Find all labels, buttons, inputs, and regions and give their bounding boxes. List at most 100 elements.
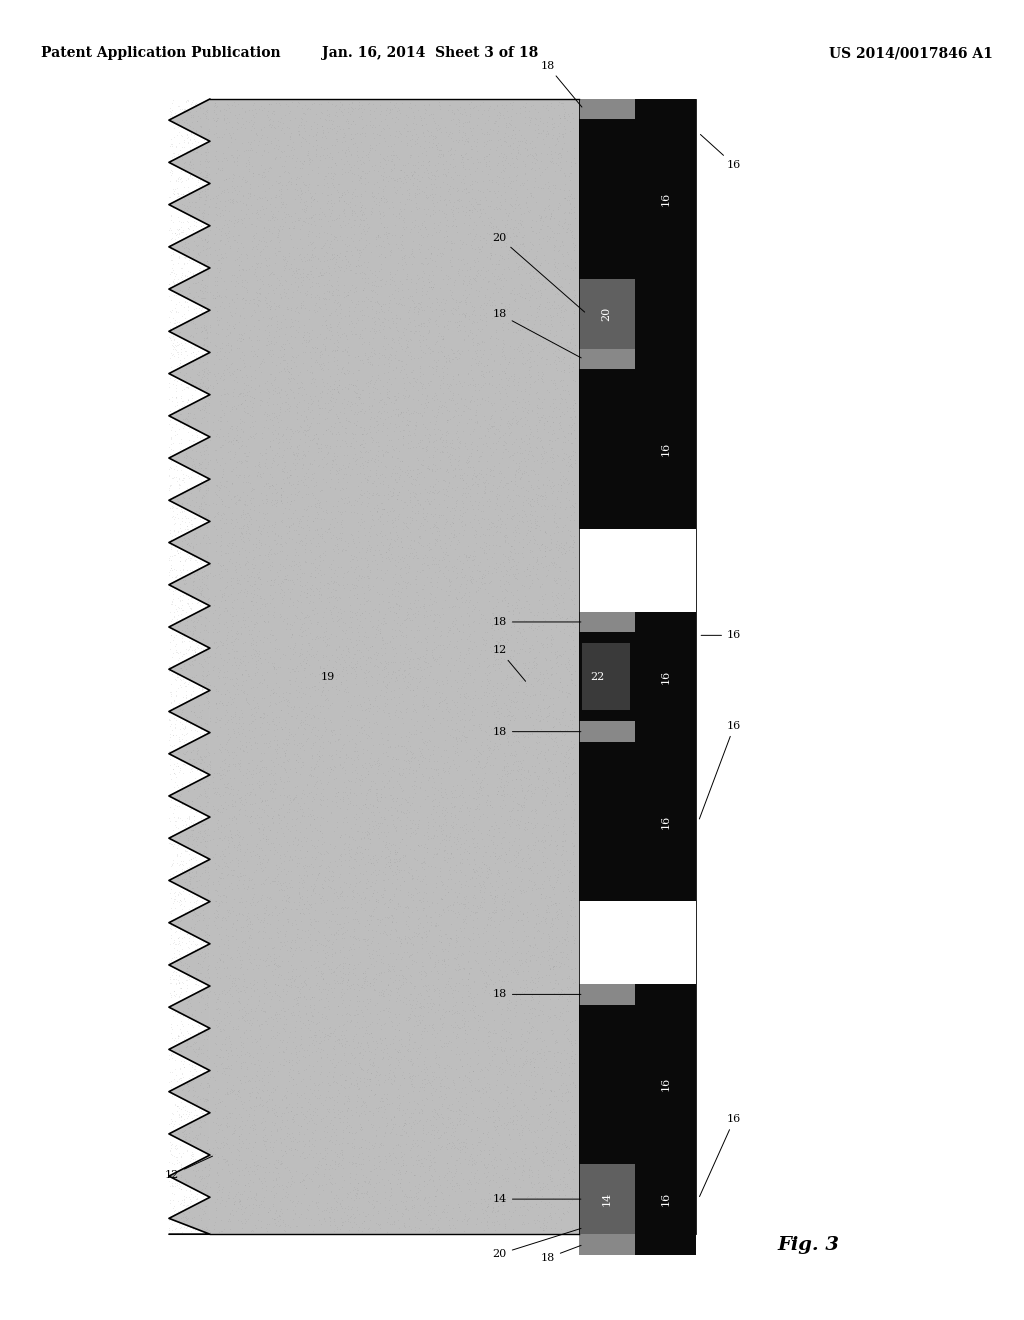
Point: [337, 255, 353, 276]
Point: [360, 838, 377, 859]
Point: [449, 886, 465, 907]
Point: [315, 657, 332, 678]
Point: [368, 1125, 384, 1146]
Point: [225, 317, 242, 338]
Point: [280, 387, 296, 408]
Point: [365, 186, 381, 207]
Point: [528, 558, 545, 579]
Point: [347, 346, 364, 367]
Point: [205, 615, 221, 636]
Point: [353, 442, 370, 463]
Point: [450, 319, 466, 341]
Point: [295, 620, 311, 642]
Point: [251, 187, 267, 209]
Point: [464, 516, 480, 537]
Point: [166, 183, 182, 205]
Point: [414, 437, 430, 458]
Point: [495, 434, 511, 455]
Point: [247, 894, 263, 915]
Point: [415, 535, 431, 556]
Point: [284, 1097, 300, 1118]
Point: [173, 374, 189, 395]
Point: [239, 457, 255, 478]
Point: [184, 829, 201, 850]
Point: [563, 669, 580, 690]
Point: [513, 883, 529, 904]
Point: [376, 205, 392, 226]
Point: [255, 632, 271, 653]
Point: [200, 378, 216, 399]
Point: [337, 612, 353, 634]
Point: [229, 358, 246, 379]
Point: [191, 622, 208, 643]
Point: [359, 267, 376, 288]
Point: [323, 162, 339, 183]
Point: [260, 169, 276, 190]
Point: [191, 746, 208, 767]
Point: [219, 1150, 236, 1171]
Point: [209, 962, 225, 983]
Point: [362, 561, 379, 582]
Point: [171, 866, 187, 887]
Point: [356, 210, 373, 231]
Point: [417, 545, 433, 566]
Point: [260, 525, 276, 546]
Point: [456, 524, 472, 545]
Point: [261, 178, 278, 199]
Point: [552, 1150, 568, 1171]
Point: [261, 363, 278, 384]
Point: [161, 465, 177, 486]
Point: [347, 133, 364, 154]
Point: [543, 539, 559, 560]
Point: [266, 1175, 283, 1196]
Point: [552, 235, 568, 256]
Point: [434, 1113, 451, 1134]
Point: [225, 647, 242, 668]
Point: [163, 438, 179, 459]
Point: [474, 1199, 490, 1220]
Point: [200, 411, 216, 432]
Point: [350, 744, 367, 766]
Point: [453, 172, 469, 193]
Point: [196, 628, 212, 649]
Point: [378, 224, 394, 246]
Point: [461, 605, 477, 626]
Point: [462, 689, 478, 710]
Point: [214, 447, 230, 469]
Point: [242, 781, 258, 803]
Point: [390, 447, 407, 469]
Point: [234, 664, 251, 685]
Point: [556, 821, 572, 842]
Point: [335, 665, 351, 686]
Point: [492, 913, 508, 935]
Point: [564, 313, 581, 334]
Point: [187, 940, 204, 961]
Point: [377, 1199, 393, 1220]
Point: [428, 1221, 444, 1242]
Point: [408, 1183, 424, 1204]
Point: [260, 1007, 276, 1028]
Point: [504, 594, 520, 615]
Point: [392, 960, 409, 981]
Point: [214, 158, 230, 180]
Point: [291, 114, 307, 135]
Point: [275, 689, 292, 710]
Point: [496, 176, 512, 197]
Point: [500, 243, 516, 264]
Point: [430, 805, 446, 826]
Point: [447, 924, 464, 945]
Point: [337, 896, 353, 917]
Point: [328, 1055, 344, 1076]
Point: [553, 333, 569, 354]
Point: [329, 970, 345, 991]
Point: [230, 723, 247, 744]
Point: [375, 312, 391, 333]
Point: [394, 411, 411, 432]
Point: [352, 870, 369, 891]
Point: [488, 595, 505, 616]
Point: [552, 1057, 568, 1078]
Point: [455, 614, 471, 635]
Point: [443, 531, 460, 552]
Point: [193, 378, 209, 399]
Point: [236, 826, 252, 847]
